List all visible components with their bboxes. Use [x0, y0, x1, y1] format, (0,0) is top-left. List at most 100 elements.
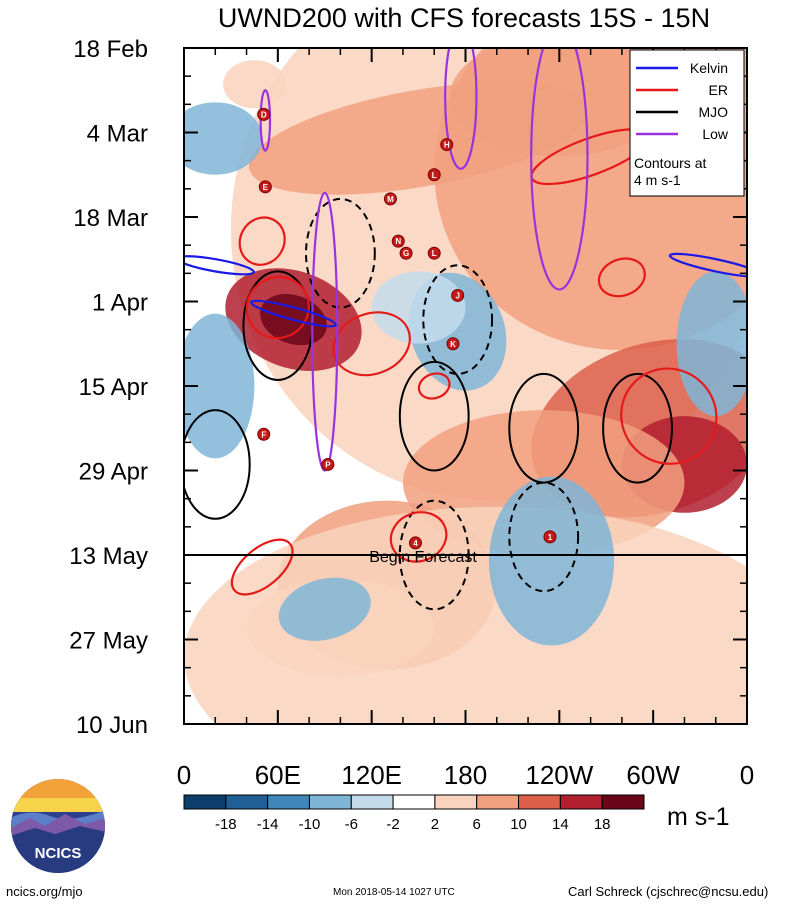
legend: Kelvin ER MJO Low Contours at4 m s-1 — [629, 49, 745, 197]
anomaly-patch — [278, 577, 371, 641]
storm-marker-label: D — [261, 110, 267, 119]
colorbar-swatch — [225, 794, 269, 810]
kelvin-contour — [668, 252, 747, 278]
ncics-logo: NCICS — [10, 778, 106, 874]
storm-marker: 1 — [543, 530, 557, 544]
mjo-contour — [422, 264, 494, 375]
storm-marker: N — [391, 234, 405, 248]
er-contour — [245, 275, 310, 340]
anomaly-patch — [371, 271, 466, 344]
anomaly-patch — [676, 271, 747, 417]
storm-marker-label: L — [432, 171, 437, 180]
er-contour — [230, 538, 294, 596]
low-contour — [530, 48, 589, 291]
anomaly-patch — [248, 82, 589, 195]
er-contour — [597, 257, 646, 298]
colorbar-swatch — [518, 794, 561, 810]
storm-marker-label: 4 — [413, 539, 418, 548]
colorbar-level-label: -14 — [257, 816, 279, 833]
storm-marker: K — [446, 337, 460, 351]
storm-marker-label: L — [432, 249, 437, 258]
colorbar-swatch — [476, 794, 520, 810]
storm-marker-label: M — [387, 195, 394, 204]
low-contour — [444, 48, 478, 170]
colorbar-swatch — [350, 794, 394, 810]
chart-title: UWND200 with CFS forecasts 15S - 15N — [218, 3, 710, 33]
colorbar-level-label: -18 — [215, 816, 237, 833]
storm-marker: P — [321, 457, 335, 471]
storm-marker-label: J — [455, 291, 459, 300]
low-contour — [311, 191, 339, 472]
colorbar-swatch — [392, 794, 436, 810]
forecast-label: Begin Forecast — [369, 549, 477, 566]
legend-label: Kelvin — [690, 60, 728, 76]
colorbar-swatch — [183, 794, 227, 810]
y-tick-label: 18 Feb — [73, 36, 148, 63]
storm-marker: E — [258, 180, 272, 194]
storm-marker: 4 — [408, 536, 422, 550]
colorbar-level-label: 2 — [431, 816, 439, 833]
colorbar-swatch — [308, 794, 352, 810]
storm-marker-label: N — [395, 237, 401, 246]
colorbar-swatch — [601, 794, 645, 810]
mjo-contour — [508, 372, 580, 484]
kelvin-contour — [184, 255, 255, 276]
colorbar-level-label: 10 — [510, 816, 527, 833]
er-contour — [332, 311, 411, 377]
x-tick-label: 0 — [177, 760, 191, 790]
x-tick-label: 120E — [341, 760, 402, 790]
legend-label: ER — [709, 82, 728, 98]
colorbar-level-label: -10 — [299, 816, 321, 833]
storm-marker: L — [427, 246, 441, 260]
x-tick-label: 180 — [444, 760, 487, 790]
footer-timestamp: Mon 2018-05-14 1027 UTC — [333, 887, 455, 898]
colorbar-swatch — [434, 794, 478, 810]
er-contour — [238, 216, 286, 266]
storm-marker-label: P — [325, 460, 331, 469]
anomaly-patch — [223, 60, 286, 109]
colorbar: -18 -14 -10 -6 -2 2 6 10 14 18 m s-1 — [183, 794, 730, 833]
y-tick-label: 1 Apr — [92, 290, 148, 317]
footer-url: ncics.org/mjo — [6, 884, 83, 899]
mjo-contour — [184, 409, 251, 520]
storm-marker-label: 1 — [548, 533, 553, 542]
anomaly-patch — [488, 476, 615, 646]
y-axis: 18 Feb 4 Mar 18 Mar 1 Apr 15 Apr 29 Apr 13 May… — [69, 36, 747, 739]
forecast-divider: Begin Forecast — [184, 549, 747, 566]
colorbar-level-label: 6 — [473, 816, 481, 833]
x-tick-label: 60W — [626, 760, 680, 790]
storm-marker-label: F — [261, 430, 266, 439]
colorbar-units: m s-1 — [667, 803, 730, 831]
mjo-contour — [602, 372, 673, 484]
legend-note: Contours at — [634, 155, 706, 171]
storm-marker-label: G — [403, 249, 409, 258]
legend-label: MJO — [698, 104, 728, 120]
legend-note: 4 m s-1 — [634, 172, 681, 188]
colorbar-level-label: 18 — [594, 816, 611, 833]
storm-marker: M — [383, 192, 397, 206]
mjo-contour — [508, 481, 580, 593]
wave-contours — [184, 48, 747, 611]
colorbar-level-label: -6 — [345, 816, 358, 833]
y-tick-label: 29 Apr — [79, 459, 148, 486]
er-contour — [417, 372, 451, 400]
y-tick-label: 18 Mar — [73, 205, 148, 232]
y-tick-label: 10 Jun — [76, 712, 148, 739]
storm-marker-label: K — [450, 340, 456, 349]
x-tick-label: 0 — [740, 760, 754, 790]
storm-marker: L — [427, 168, 441, 182]
storm-markers: D E H M L NG L J K F P 4 1 — [257, 107, 557, 550]
legend-box — [629, 49, 745, 197]
y-tick-label: 13 May — [69, 543, 148, 570]
anomaly-patch — [184, 102, 263, 175]
storm-marker: J — [451, 288, 465, 302]
y-tick-label: 27 May — [69, 628, 148, 655]
storm-marker-label: H — [444, 141, 450, 150]
x-axis: 0 60E 120E 180 120W 60W 0 — [177, 48, 754, 790]
logo-text: NCICS — [35, 845, 82, 862]
colorbar-swatch — [267, 794, 310, 810]
colorbar-swatch — [559, 794, 603, 810]
legend-label: Low — [702, 126, 729, 142]
mjo-contour — [398, 360, 470, 472]
